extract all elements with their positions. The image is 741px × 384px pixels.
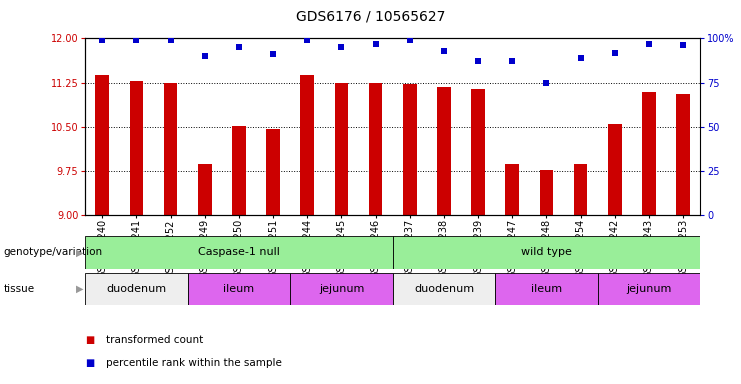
Bar (130, 81, 143, 215)
Bar (505, 164, 519, 215)
Bar (539, 170, 554, 215)
Bar (369, 83, 382, 215)
Bar (266, 129, 280, 215)
Point (96, 37, 108, 43)
Bar (677, 94, 690, 215)
Point (268, 51, 279, 57)
Bar (198, 164, 212, 215)
Point (336, 44, 348, 50)
Point (540, 79, 552, 86)
Point (165, 37, 176, 43)
Text: wild type: wild type (521, 247, 572, 258)
Bar (96, 76, 109, 215)
Bar (598, 273, 700, 305)
Bar (232, 126, 246, 215)
Text: jejunum: jejunum (626, 284, 671, 294)
Point (575, 55, 587, 61)
Point (404, 37, 416, 43)
Bar (335, 83, 348, 215)
Text: ■: ■ (85, 335, 94, 345)
Bar (495, 273, 598, 305)
Point (199, 53, 210, 59)
Point (506, 58, 518, 65)
Bar (437, 87, 451, 215)
Bar (290, 273, 393, 305)
Text: duodenum: duodenum (414, 284, 474, 294)
Text: duodenum: duodenum (107, 284, 167, 294)
Text: percentile rank within the sample: percentile rank within the sample (106, 358, 282, 368)
Point (233, 44, 245, 50)
Text: ileum: ileum (223, 284, 255, 294)
Text: genotype/variation: genotype/variation (4, 247, 103, 258)
Text: transformed count: transformed count (106, 335, 203, 345)
Bar (164, 83, 178, 215)
Point (302, 37, 313, 43)
Bar (393, 273, 495, 305)
Point (438, 48, 450, 54)
Bar (471, 89, 485, 215)
Point (130, 37, 142, 43)
Bar (85, 273, 187, 305)
Point (472, 58, 484, 65)
Bar (187, 273, 290, 305)
Bar (300, 75, 314, 215)
Text: ▶: ▶ (76, 247, 84, 258)
Text: GDS6176 / 10565627: GDS6176 / 10565627 (296, 10, 445, 23)
Point (609, 50, 621, 56)
Point (643, 41, 655, 47)
Text: tissue: tissue (4, 284, 35, 294)
Point (370, 41, 382, 47)
Text: Caspase-1 null: Caspase-1 null (198, 247, 280, 258)
Bar (403, 84, 416, 215)
Text: ileum: ileum (531, 284, 562, 294)
Text: ▶: ▶ (76, 284, 84, 294)
Text: ■: ■ (85, 358, 94, 368)
Bar (642, 92, 656, 215)
Bar (574, 164, 588, 215)
Text: jejunum: jejunum (319, 284, 364, 294)
Bar (393, 236, 700, 269)
Bar (608, 124, 622, 215)
Point (677, 42, 689, 48)
Bar (85, 236, 393, 269)
